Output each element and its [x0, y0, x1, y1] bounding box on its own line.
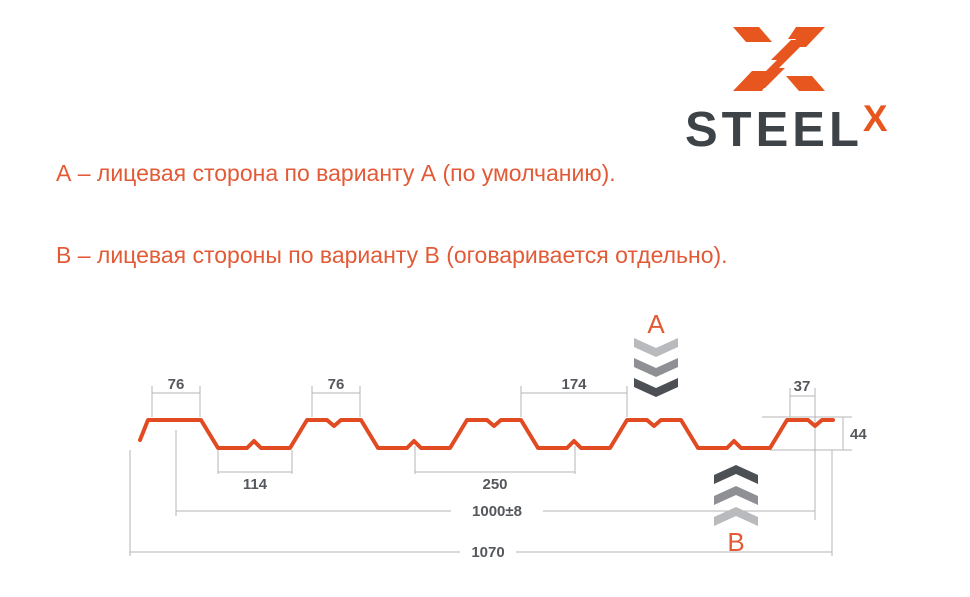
dim-height	[762, 416, 852, 451]
steelx-logo-icon	[733, 27, 825, 91]
dim-crest-left	[151, 386, 201, 417]
dim-useful-width	[175, 430, 815, 516]
dim-pitch	[414, 446, 576, 474]
chevron-up-icon	[714, 486, 758, 505]
chevron-up-icon	[714, 465, 758, 484]
dim-valley	[217, 450, 293, 474]
dim-label-crest-gap: 174	[561, 376, 587, 393]
brand-word: STEEL	[685, 103, 863, 157]
dim-label-end-cut: 37	[794, 378, 811, 395]
dimension-lines	[129, 386, 852, 556]
side-b-arrow	[714, 465, 758, 526]
chevron-down-icon	[634, 338, 678, 357]
side-a-arrow	[634, 338, 678, 397]
chevron-down-icon	[634, 378, 678, 397]
chevron-down-icon	[634, 358, 678, 377]
side-b-label: B	[727, 527, 744, 557]
logo-shape-bottom-right	[786, 76, 825, 91]
dim-label-overall-width: 1070	[471, 544, 504, 561]
logo-x-mark	[733, 27, 825, 91]
note-variant-a: А – лицевая сторона по варианту А (по ум…	[56, 160, 616, 186]
dim-label-useful-width: 1000±8	[472, 503, 522, 520]
dim-crest-gap	[520, 386, 628, 417]
dim-label-crest-left: 76	[168, 376, 185, 393]
dim-label-valley: 114	[243, 476, 268, 493]
logo-shape-center-slash	[749, 40, 807, 88]
dim-overall-width	[129, 450, 833, 556]
logo-shape-top-left	[733, 27, 772, 42]
dim-label-height: 44	[850, 426, 867, 443]
dim-crest-mid	[311, 386, 361, 417]
dim-end-cut	[789, 388, 816, 520]
profile-diagram: A B 76 76 174 37 44 114 250 1000±8 1070	[129, 309, 867, 561]
chevron-up-icon	[714, 507, 758, 526]
note-variant-b: В – лицевая стороны по варианту В (огова…	[56, 242, 728, 268]
brand-wordmark: STEELX	[685, 100, 888, 157]
dim-label-crest-mid: 76	[328, 376, 345, 393]
side-a-label: A	[647, 309, 665, 339]
brand-sup-x: X	[862, 98, 888, 139]
dim-label-pitch: 250	[482, 476, 507, 493]
profile-outline	[138, 418, 835, 450]
